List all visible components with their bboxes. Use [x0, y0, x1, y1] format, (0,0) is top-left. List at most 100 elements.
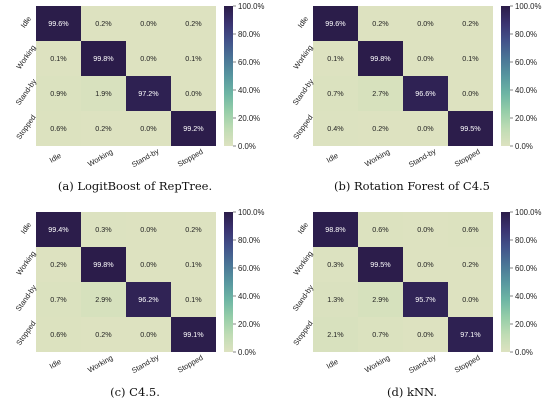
- colorbar-tick-label: 60.0%: [515, 58, 537, 67]
- colorbar-tick-label: 60.0%: [515, 264, 537, 273]
- heatmap-cell: [358, 212, 403, 247]
- column-tick-label: Working: [363, 147, 391, 168]
- heatmap-cell: [126, 111, 171, 146]
- confusion-panel-2: 99.6% 0.2% 0.0% 0.2% 0.1% 99.8% 0.0% 0.1% 0.7% 2.…: [291, 2, 542, 193]
- heatmap-cell: [36, 76, 81, 111]
- cell-value-label: 99.4%: [48, 225, 69, 234]
- row-tick-label: Stand-by: [291, 283, 316, 313]
- column-tick-label: Idle: [325, 151, 340, 165]
- colorbar-tick-label: 80.0%: [238, 236, 260, 245]
- panel-caption: (a) LogitBoost of RepTree.: [58, 179, 212, 193]
- cell-value-label: 99.8%: [93, 260, 114, 269]
- panel-caption: (d) kNN.: [387, 385, 437, 399]
- row-tick-label: Working: [14, 249, 37, 277]
- row-tick-label: Idle: [296, 15, 310, 30]
- cell-value-label: 0.0%: [462, 295, 479, 304]
- heatmap-cell: [81, 111, 126, 146]
- heatmap-cell: [448, 317, 493, 352]
- cell-value-label: 0.0%: [140, 225, 157, 234]
- colorbar-tick-label: 80.0%: [515, 30, 537, 39]
- cell-value-label: 0.7%: [372, 330, 389, 339]
- heatmap-cell: [358, 41, 403, 76]
- cell-value-label: 0.1%: [185, 54, 202, 63]
- cell-value-label: 99.8%: [93, 54, 114, 63]
- heatmap-cell: [126, 41, 171, 76]
- heatmap-cell: [358, 317, 403, 352]
- cell-value-label: 2.7%: [372, 89, 389, 98]
- column-tick-label: Working: [86, 147, 114, 168]
- panel-caption: (c) C4.5.: [110, 385, 160, 399]
- column-tick-label: Working: [86, 353, 114, 374]
- heatmap-cell: [358, 282, 403, 317]
- cell-value-label: 0.1%: [50, 54, 67, 63]
- column-tick-label: Stand-by: [407, 352, 438, 375]
- heatmap-cell: [313, 41, 358, 76]
- colorbar-tick-label: 20.0%: [238, 320, 260, 329]
- heatmap-cell: [36, 282, 81, 317]
- cell-value-label: 0.2%: [462, 260, 479, 269]
- colorbar: [224, 6, 233, 146]
- cell-value-label: 0.6%: [462, 225, 479, 234]
- heatmap-cell: [126, 317, 171, 352]
- cell-value-label: 96.2%: [138, 295, 159, 304]
- cell-value-label: 2.9%: [95, 295, 112, 304]
- column-tick-label: Stand-by: [407, 146, 438, 169]
- row-tick-label: Idle: [19, 221, 33, 236]
- cell-value-label: 2.9%: [372, 295, 389, 304]
- colorbar-tick-label: 80.0%: [515, 236, 537, 245]
- colorbar: [224, 212, 233, 352]
- cell-value-label: 0.2%: [185, 225, 202, 234]
- column-tick-label: Stopped: [453, 353, 482, 375]
- heatmap-cell: [36, 41, 81, 76]
- cell-value-label: 0.6%: [50, 330, 67, 339]
- colorbar-tick-label: 40.0%: [515, 86, 537, 95]
- heatmap-cell: [36, 6, 81, 41]
- cell-value-label: 97.2%: [138, 89, 159, 98]
- colorbar-tick-label: 100.0%: [238, 208, 265, 217]
- cell-value-label: 0.3%: [95, 225, 112, 234]
- heatmap-cell: [81, 6, 126, 41]
- cell-value-label: 0.0%: [417, 19, 434, 28]
- cell-value-label: 0.1%: [327, 54, 344, 63]
- cell-value-label: 99.6%: [325, 19, 346, 28]
- heatmap-cell: [403, 247, 448, 282]
- column-tick-label: Working: [363, 353, 391, 374]
- heatmap-cell: [81, 212, 126, 247]
- row-tick-label: Stopped: [291, 319, 314, 347]
- colorbar-tick-label: 60.0%: [238, 264, 260, 273]
- cell-value-label: 0.1%: [185, 295, 202, 304]
- cell-value-label: 0.2%: [372, 19, 389, 28]
- cell-value-label: 0.2%: [95, 19, 112, 28]
- heatmap-cell: [81, 41, 126, 76]
- cell-value-label: 0.0%: [417, 124, 434, 133]
- heatmap-cell: [171, 247, 216, 282]
- cell-value-label: 0.1%: [185, 260, 202, 269]
- heatmap-cell: [126, 247, 171, 282]
- cell-value-label: 0.0%: [185, 89, 202, 98]
- cell-value-label: 97.1%: [460, 330, 481, 339]
- row-tick-label: Idle: [19, 15, 33, 30]
- column-tick-label: Idle: [325, 357, 340, 371]
- cell-value-label: 0.2%: [372, 124, 389, 133]
- cell-value-label: 0.2%: [95, 124, 112, 133]
- column-tick-label: Stand-by: [130, 352, 161, 375]
- colorbar-tick-label: 40.0%: [238, 86, 260, 95]
- cell-value-label: 0.6%: [50, 124, 67, 133]
- cell-value-label: 1.3%: [327, 295, 344, 304]
- row-tick-label: Idle: [296, 221, 310, 236]
- cell-value-label: 2.1%: [327, 330, 344, 339]
- cell-value-label: 0.0%: [417, 330, 434, 339]
- heatmap-cell: [448, 111, 493, 146]
- heatmap-cell: [313, 317, 358, 352]
- colorbar: [501, 212, 510, 352]
- heatmap-cell: [448, 212, 493, 247]
- colorbar-tick-label: 0.0%: [515, 348, 533, 357]
- heatmap-cell: [36, 111, 81, 146]
- column-tick-label: Idle: [48, 151, 63, 165]
- heatmap-cell: [171, 41, 216, 76]
- cell-value-label: 99.2%: [183, 124, 204, 133]
- cell-value-label: 0.0%: [140, 124, 157, 133]
- heatmap-cell: [126, 6, 171, 41]
- heatmap-cell: [126, 282, 171, 317]
